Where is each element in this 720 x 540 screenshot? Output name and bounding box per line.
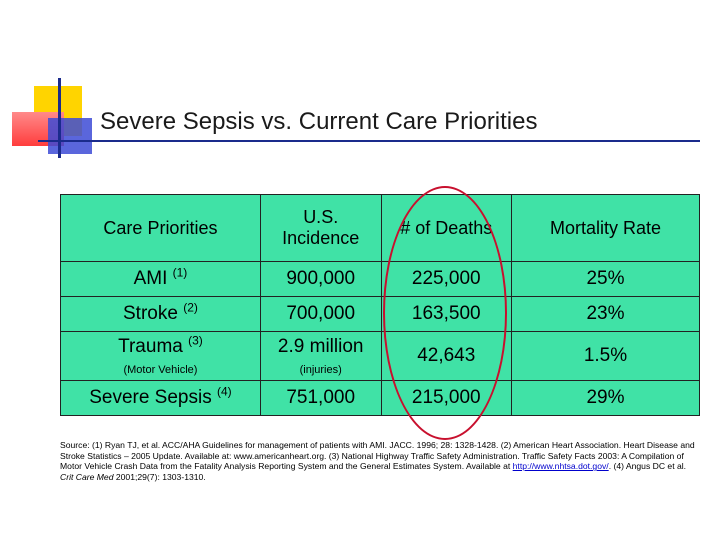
table-header-row: Care Priorities U.S. Incidence # of Deat… <box>60 194 701 262</box>
header-incidence-line1: U.S. <box>303 207 339 227</box>
slide-title: Severe Sepsis vs. Current Care Prioritie… <box>100 108 538 135</box>
rate-cell: 25% <box>510 261 701 297</box>
priority-cell: Trauma (3) (Motor Vehicle) <box>60 331 261 381</box>
rate-cell: 29% <box>510 380 701 416</box>
header-care-priorities: Care Priorities <box>60 194 261 262</box>
priority-cell: Stroke (2) <box>60 296 261 332</box>
logo-blue-block <box>48 118 92 154</box>
table-row: AMI (1) 900,000 225,000 25% <box>60 261 701 297</box>
table-row: Stroke (2) 700,000 163,500 23% <box>60 296 701 332</box>
rate-cell: 1.5% <box>510 331 701 381</box>
rate-cell: 23% <box>510 296 701 332</box>
incidence-cell: 751,000 <box>259 380 382 416</box>
header-mortality-rate: Mortality Rate <box>510 194 701 262</box>
deaths-highlight-circle <box>383 186 507 440</box>
logo-vertical-line <box>58 78 61 158</box>
incidence-cell: 900,000 <box>259 261 382 297</box>
nhtsa-link[interactable]: http://www.nhtsa.dot.gov/ <box>512 461 609 472</box>
care-priorities-table: Care Priorities U.S. Incidence # of Deat… <box>60 194 701 416</box>
header-incidence: U.S. Incidence <box>259 194 382 262</box>
table-row: Trauma (3) (Motor Vehicle) 2.9 million (… <box>60 331 701 381</box>
incidence-subtext: (injuries) <box>299 364 342 376</box>
source-footnote: Source: (1) Ryan TJ, et al. ACC/AHA Guid… <box>60 440 695 482</box>
incidence-cell: 2.9 million (injuries) <box>259 331 382 381</box>
priority-cell: Severe Sepsis (4) <box>60 380 261 416</box>
table-row: Severe Sepsis (4) 751,000 215,000 29% <box>60 380 701 416</box>
priority-subtext: (Motor Vehicle) <box>123 364 198 376</box>
incidence-cell: 700,000 <box>259 296 382 332</box>
priority-cell: AMI (1) <box>60 261 261 297</box>
header-incidence-line2: Incidence <box>282 228 360 248</box>
title-underline <box>60 140 700 142</box>
